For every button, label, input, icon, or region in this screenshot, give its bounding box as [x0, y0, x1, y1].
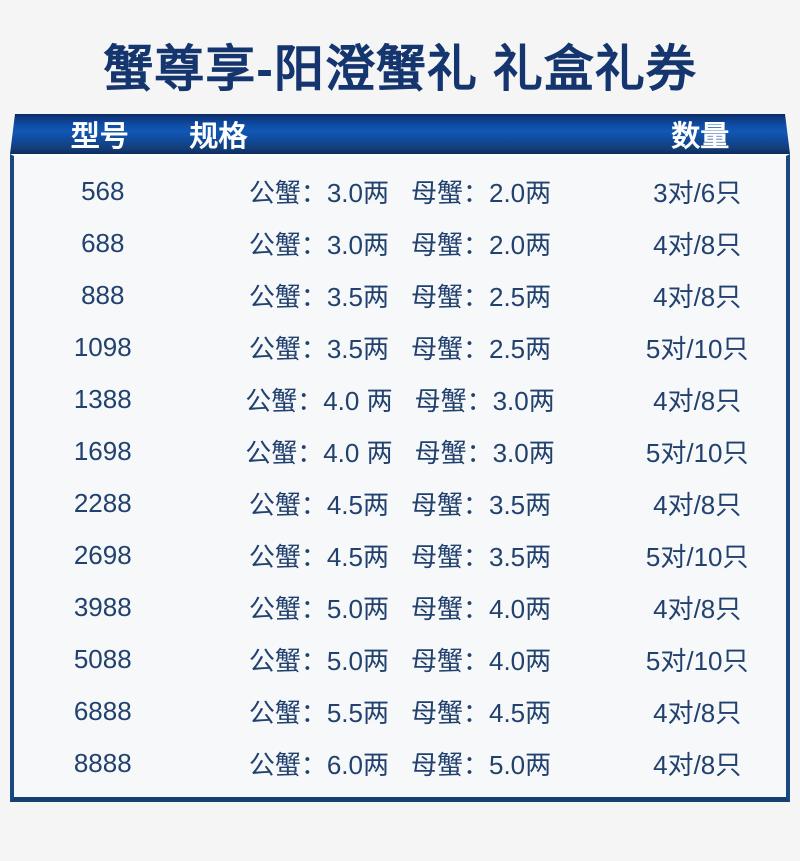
- spec-male: 公蟹：5.5两: [248, 697, 389, 728]
- table-row: 1698 公蟹：4.0 两 母蟹：3.0两 5对/10只: [14, 425, 786, 477]
- spec-male: 公蟹：3.5两: [248, 281, 389, 312]
- quantity-cell: 4对/8只: [653, 281, 742, 312]
- spec-female: 母蟹：2.5两: [410, 281, 552, 312]
- quantity-cell: 4对/8只: [653, 229, 742, 260]
- quantity-cell: 4对/8只: [653, 697, 742, 728]
- column-header-model: 型号: [70, 121, 129, 153]
- model-cell: 568: [81, 175, 125, 206]
- spec-female: 母蟹：3.0两: [414, 437, 555, 468]
- table-row: 1388 公蟹：4.0 两 母蟹：3.0两 4对/8只: [14, 373, 786, 425]
- table-row: 6888 公蟹：5.5两 母蟹：4.5两 4对/8只: [14, 685, 786, 737]
- spec-female: 母蟹：4.5两: [410, 697, 552, 728]
- table-body: 568 公蟹：3.0两 母蟹：2.0两 3对/6只 688 公蟹：3.0两 母蟹…: [10, 154, 790, 802]
- spec-male: 公蟹：3.5两: [248, 333, 389, 364]
- model-cell: 6888: [73, 695, 132, 726]
- quantity-cell: 4对/8只: [653, 749, 742, 780]
- spec-male: 公蟹：4.0 两: [245, 385, 393, 416]
- spec-female: 母蟹：3.5两: [410, 541, 552, 572]
- table-row: 1098 公蟹：3.5两 母蟹：2.5两 5对/10只: [14, 321, 786, 373]
- table-row: 2288 公蟹：4.5两 母蟹：3.5两 4对/8只: [14, 477, 786, 529]
- quantity-cell: 4对/8只: [653, 385, 742, 416]
- model-cell: 888: [81, 279, 125, 310]
- quantity-cell: 5对/10只: [645, 437, 749, 468]
- spec-cell: 公蟹：3.0两 母蟹：2.0两: [192, 173, 609, 210]
- spec-cell: 公蟹：4.5两 母蟹：3.5两: [192, 537, 609, 574]
- price-table: 型号 规格 数量 568 公蟹：3.0两 母蟹：2.0两 3对/6只 688 公…: [10, 114, 790, 802]
- spec-female: 母蟹：5.0两: [410, 749, 552, 780]
- model-cell: 3988: [73, 591, 132, 622]
- table-row: 688 公蟹：3.0两 母蟹：2.0两 4对/8只: [14, 217, 786, 269]
- quantity-cell: 4对/8只: [653, 593, 742, 624]
- table-row: 888 公蟹：3.5两 母蟹：2.5两 4对/8只: [14, 269, 786, 321]
- spec-male: 公蟹：4.5两: [248, 489, 389, 520]
- column-header-spec: 规格: [189, 121, 248, 153]
- table-row: 568 公蟹：3.0两 母蟹：2.0两 3对/6只: [14, 165, 786, 217]
- quantity-cell: 5对/10只: [645, 645, 749, 676]
- table-header-row: 型号 规格 数量: [10, 114, 790, 154]
- model-cell: 2288: [73, 487, 132, 518]
- table-row: 3988 公蟹：5.0两 母蟹：4.0两 4对/8只: [14, 581, 786, 633]
- spec-cell: 公蟹：5.0两 母蟹：4.0两: [192, 641, 609, 678]
- spec-male: 公蟹：3.0两: [248, 177, 389, 208]
- spec-male: 公蟹：5.0两: [248, 645, 389, 676]
- spec-cell: 公蟹：3.0两 母蟹：2.0两: [192, 225, 609, 262]
- spec-cell: 公蟹：3.5两 母蟹：2.5两: [192, 277, 609, 314]
- table-row: 8888 公蟹：6.0两 母蟹：5.0两 4对/8只: [14, 737, 786, 789]
- spec-female: 母蟹：3.0两: [414, 385, 555, 416]
- table-row: 5088 公蟹：5.0两 母蟹：4.0两 5对/10只: [14, 633, 786, 685]
- quantity-cell: 5对/10只: [645, 541, 749, 572]
- spec-cell: 公蟹：3.5两 母蟹：2.5两: [192, 329, 609, 366]
- spec-female: 母蟹：3.5两: [410, 489, 552, 520]
- model-cell: 1098: [73, 331, 132, 362]
- spec-cell: 公蟹：4.5两 母蟹：3.5两: [192, 485, 609, 522]
- model-cell: 1388: [73, 383, 132, 414]
- spec-cell: 公蟹：5.5两 母蟹：4.5两: [192, 693, 609, 730]
- column-header-quantity: 数量: [671, 121, 730, 153]
- spec-male: 公蟹：6.0两: [248, 749, 389, 780]
- spec-female: 母蟹：2.0两: [410, 177, 552, 208]
- model-cell: 2698: [73, 539, 132, 570]
- spec-cell: 公蟹：4.0 两 母蟹：3.0两: [192, 433, 609, 470]
- model-cell: 5088: [73, 643, 132, 674]
- spec-cell: 公蟹：5.0两 母蟹：4.0两: [192, 589, 609, 626]
- spec-cell: 公蟹：6.0两 母蟹：5.0两: [192, 745, 609, 782]
- spec-male: 公蟹：5.0两: [248, 593, 389, 624]
- spec-cell: 公蟹：4.0 两 母蟹：3.0两: [192, 381, 609, 418]
- spec-female: 母蟹：2.5两: [410, 333, 552, 364]
- spec-male: 公蟹：4.0 两: [245, 437, 393, 468]
- table-row: 2698 公蟹：4.5两 母蟹：3.5两 5对/10只: [14, 529, 786, 581]
- quantity-cell: 4对/8只: [653, 489, 742, 520]
- model-cell: 1698: [73, 435, 132, 466]
- quantity-cell: 3对/6只: [653, 177, 742, 208]
- spec-male: 公蟹：3.0两: [248, 229, 389, 260]
- quantity-cell: 5对/10只: [645, 333, 749, 364]
- model-cell: 8888: [73, 747, 132, 778]
- spec-male: 公蟹：4.5两: [248, 541, 389, 572]
- spec-female: 母蟹：4.0两: [410, 593, 552, 624]
- page-title: 蟹尊享-阳澄蟹礼 礼盒礼券: [103, 41, 697, 97]
- spec-female: 母蟹：4.0两: [410, 645, 552, 676]
- model-cell: 688: [81, 227, 125, 258]
- spec-female: 母蟹：2.0两: [410, 229, 552, 260]
